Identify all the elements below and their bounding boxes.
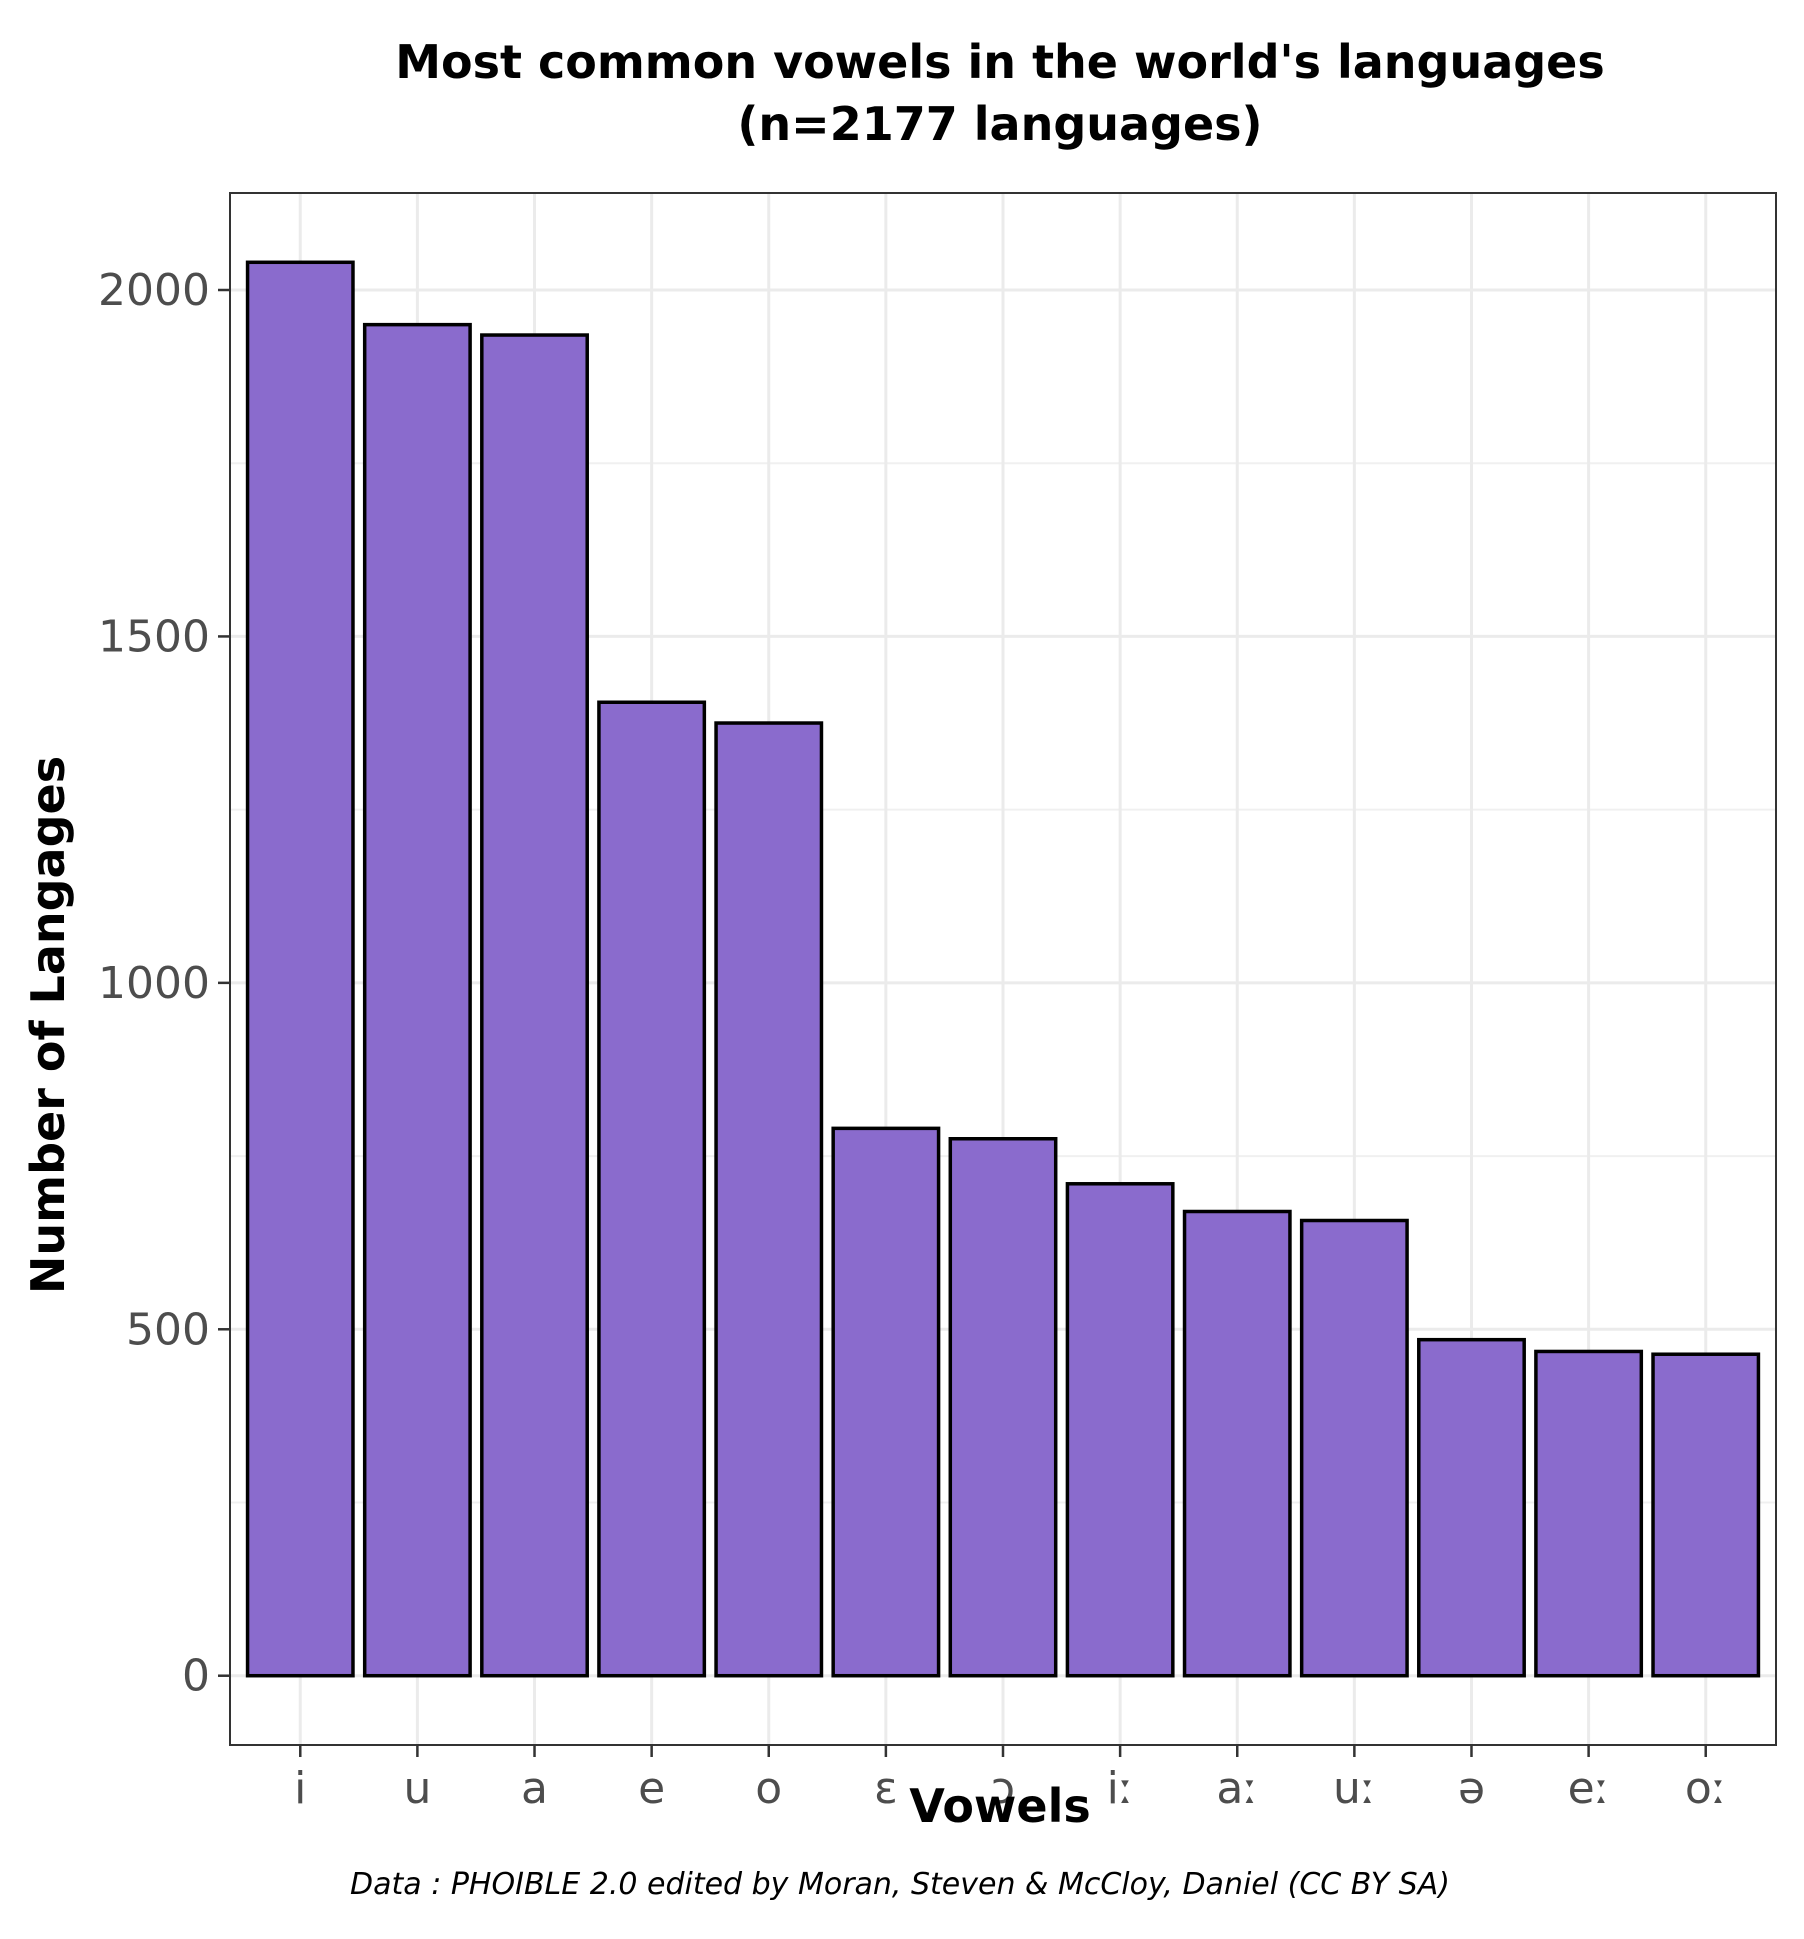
x-tick-label: oː — [1685, 1763, 1727, 1814]
bar-1 — [362, 322, 472, 1678]
x-axis-title: Vowels — [909, 1779, 1091, 1833]
x-tick-label: e — [638, 1763, 665, 1814]
bar-11 — [1534, 1349, 1644, 1678]
bar-0 — [245, 260, 355, 1678]
x-tick-label: ɔ — [991, 1763, 1015, 1814]
bar-9 — [1299, 1218, 1409, 1678]
x-tick-label: a — [521, 1763, 548, 1814]
y-tick-label: 2000 — [98, 265, 210, 316]
bar-10 — [1417, 1337, 1526, 1678]
x-axis: i u a e o ɛ ɔ iː aː uː ə eː oː — [294, 1745, 1727, 1814]
chart-caption: Data : PHOIBLE 2.0 edited by Moran, Stev… — [350, 1867, 1450, 1902]
bar-4 — [714, 721, 824, 1678]
x-tick-label: aː — [1216, 1763, 1258, 1814]
x-tick-label: iː — [1107, 1763, 1134, 1814]
bar-5 — [831, 1126, 941, 1678]
bar-12 — [1651, 1352, 1761, 1678]
y-tick-label: 0 — [182, 1651, 210, 1702]
x-tick-label: i — [294, 1763, 306, 1814]
bars — [245, 260, 1761, 1678]
x-tick-label: o — [755, 1763, 782, 1814]
y-tick-label: 1500 — [98, 611, 210, 662]
chart-title: Most common vowels in the world's langua… — [395, 35, 1605, 89]
x-tick-label: ə — [1458, 1763, 1485, 1814]
bar-8 — [1182, 1209, 1292, 1678]
y-tick-label: 1000 — [98, 958, 210, 1009]
x-tick-label: u — [403, 1763, 431, 1814]
y-axis-title: Number of Langages — [21, 756, 75, 1294]
bar-6 — [948, 1137, 1058, 1678]
y-axis: 0 500 1000 1500 2000 — [98, 265, 230, 1702]
bar-7 — [1065, 1182, 1175, 1678]
x-tick-label: eː — [1568, 1763, 1610, 1814]
x-tick-label: uː — [1333, 1763, 1376, 1814]
bar-2 — [480, 333, 589, 1678]
bar-3 — [597, 700, 707, 1678]
chart-subtitle: (n=2177 languages) — [737, 97, 1262, 151]
x-tick-label: ɛ — [874, 1763, 898, 1814]
y-tick-label: 500 — [126, 1304, 210, 1355]
